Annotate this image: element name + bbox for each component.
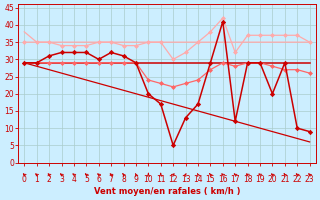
X-axis label: Vent moyen/en rafales ( km/h ): Vent moyen/en rafales ( km/h ) [94, 187, 240, 196]
